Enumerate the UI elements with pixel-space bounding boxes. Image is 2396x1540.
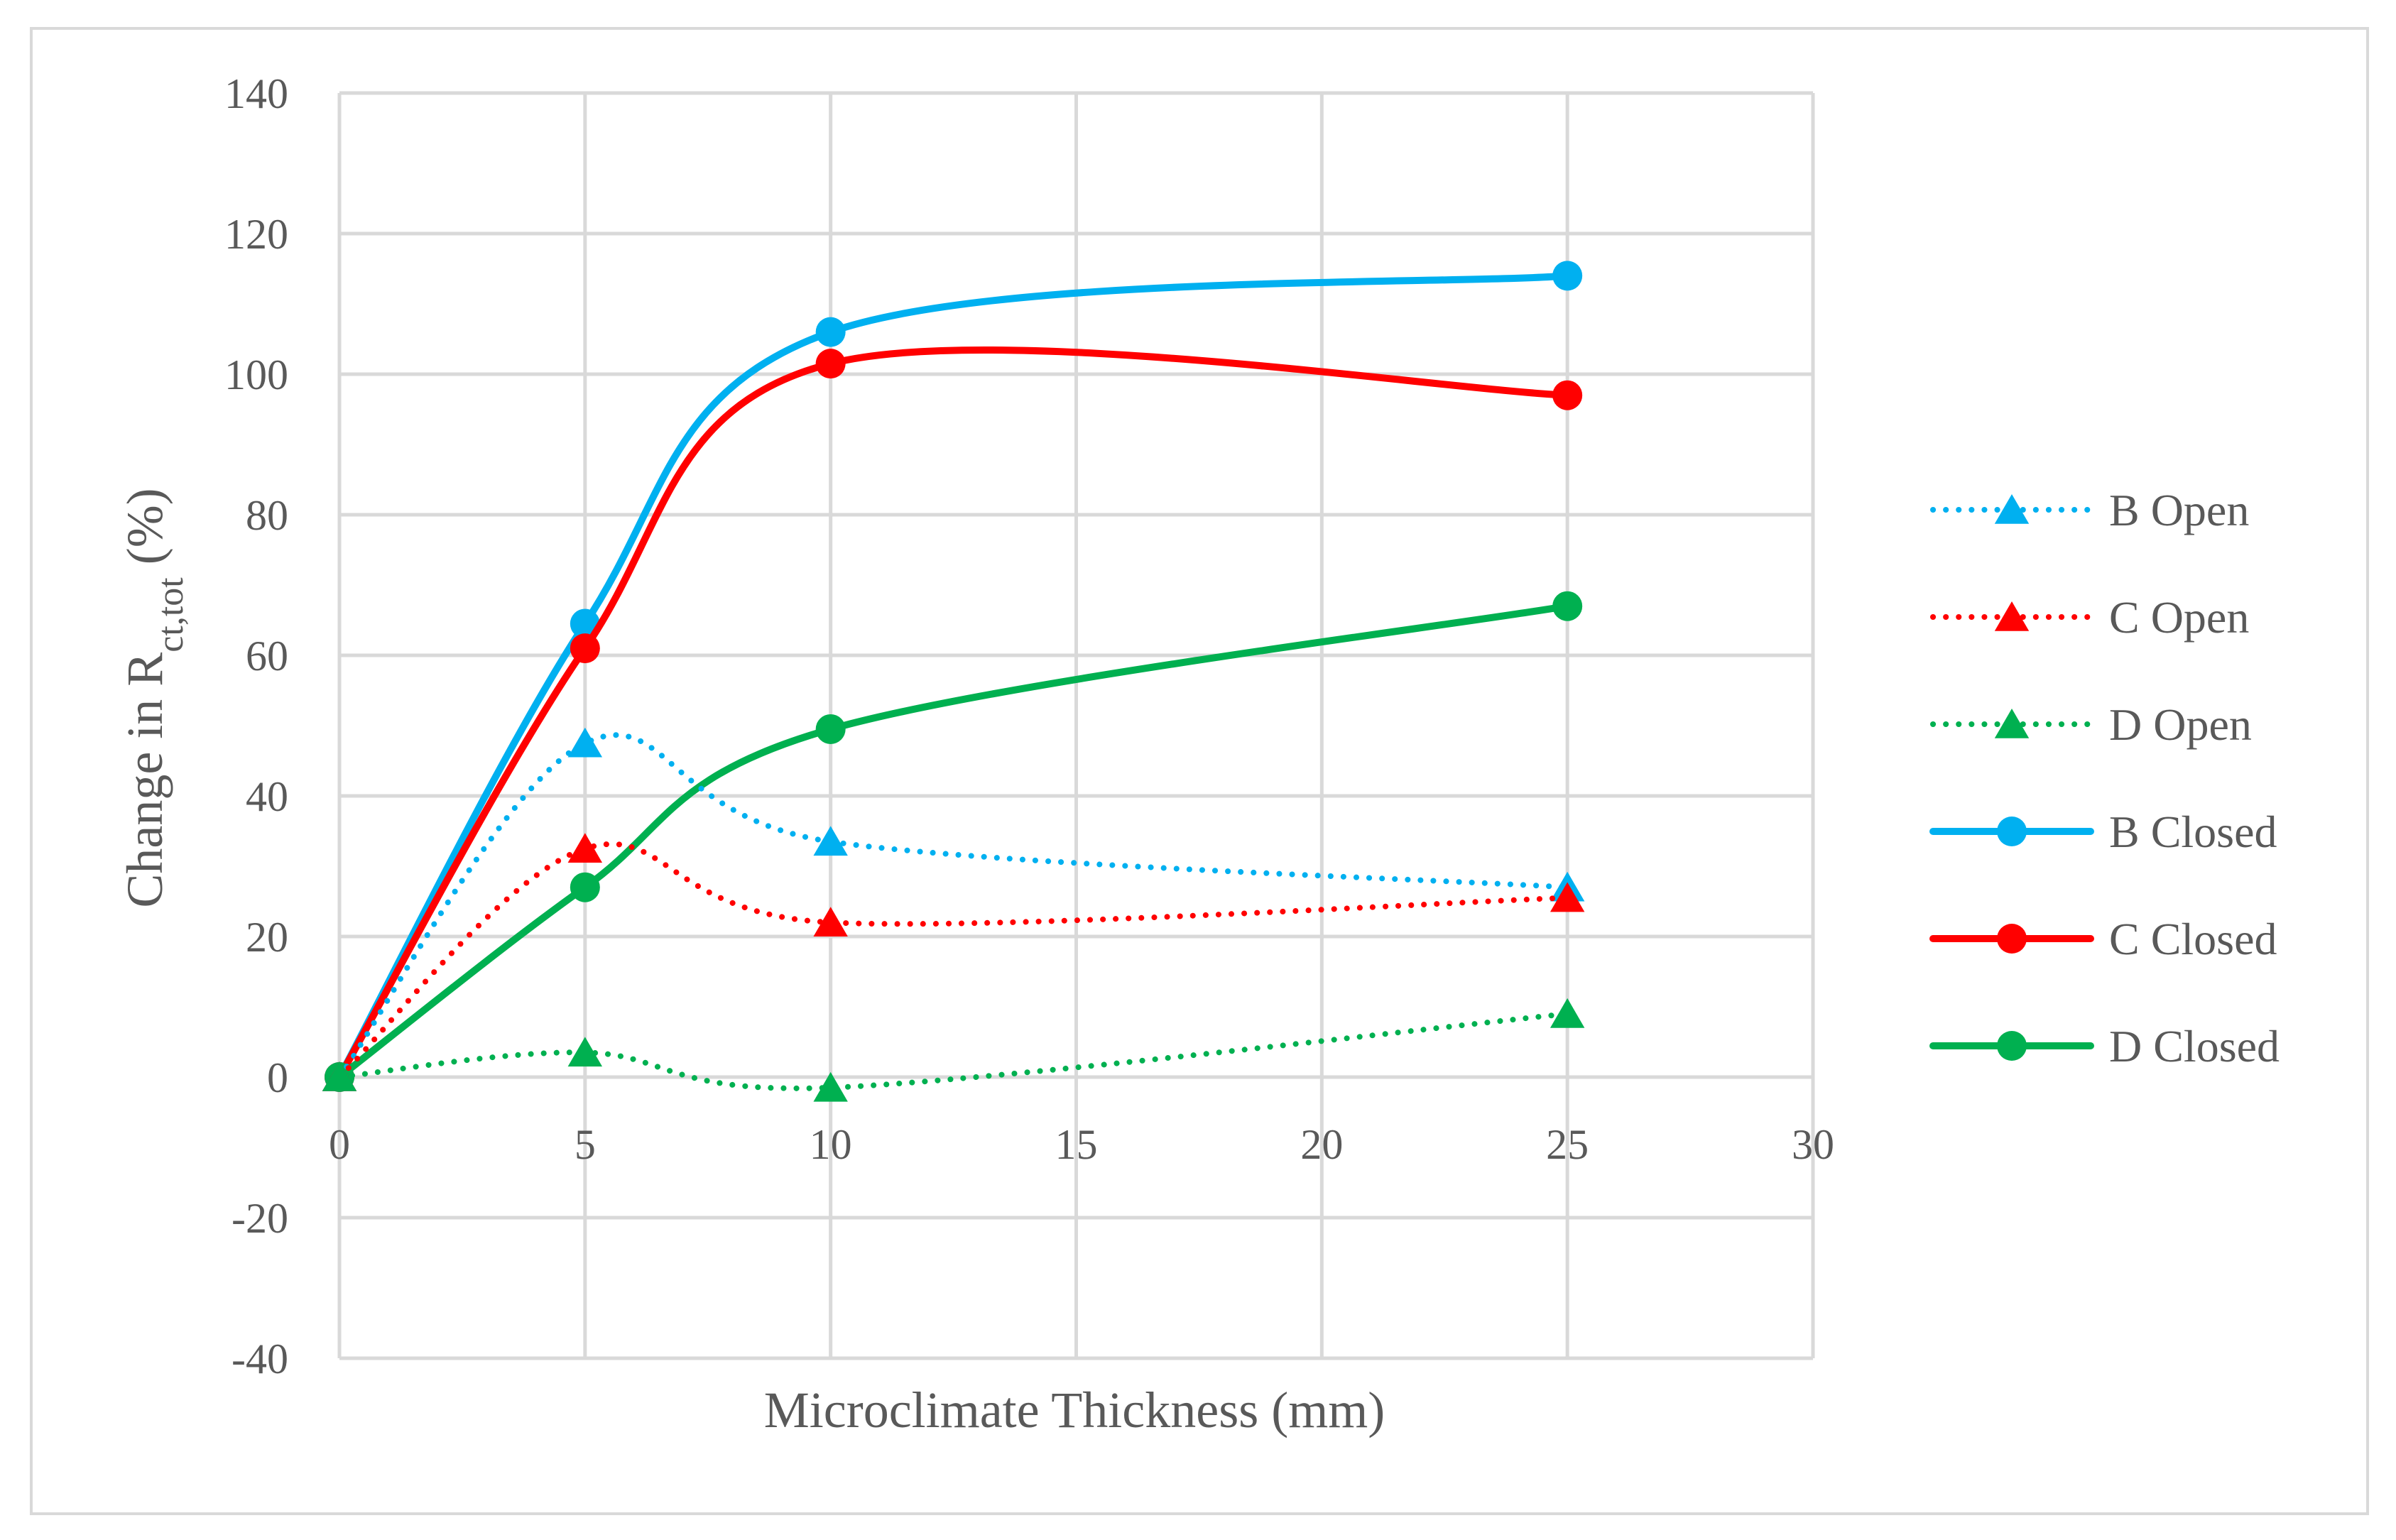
series-line-c-open xyxy=(337,841,1571,1080)
data-point-b-closed xyxy=(815,317,846,347)
legend-label-b-closed: B Closed xyxy=(2109,807,2277,857)
x-tick-label: 15 xyxy=(1055,1121,1098,1168)
y-tick-label: 80 xyxy=(246,492,288,539)
x-axis-title: Microclimate Thickness (mm) xyxy=(764,1382,1385,1438)
legend-label-d-closed: D Closed xyxy=(2109,1021,2280,1071)
legend-label-d-open: D Open xyxy=(2109,699,2252,750)
data-point-d-closed xyxy=(570,872,600,902)
legend-marker-b-open xyxy=(1994,494,2030,524)
legend-marker-c-closed xyxy=(1997,924,2027,954)
y-axis-title-prefix: Change in R xyxy=(116,652,173,908)
data-point-c-open xyxy=(567,833,603,863)
legend-item-d-open: D Open xyxy=(1930,699,2252,750)
y-tick-label: -40 xyxy=(232,1336,288,1382)
legend-item-b-closed: B Closed xyxy=(1929,807,2277,857)
y-tick-label: 0 xyxy=(267,1054,288,1101)
data-point-b-open xyxy=(567,727,603,758)
y-tick-label: 140 xyxy=(224,70,288,117)
legend-item-d-closed: D Closed xyxy=(1929,1021,2280,1071)
x-tick-label: 20 xyxy=(1300,1121,1343,1168)
legend-label-c-open: C Open xyxy=(2109,592,2249,643)
tick-labels: -40 -20 0 20 40 60 80 100 120 140 0 5 10 15 20 25 30 xyxy=(224,70,1834,1382)
data-point-d-open xyxy=(813,1071,848,1102)
data-point-d-open xyxy=(322,1061,357,1091)
x-tick-label: 10 xyxy=(810,1121,852,1168)
series-line-b-open xyxy=(337,732,1571,1080)
data-point-b-closed xyxy=(1552,261,1583,291)
series-line-c-closed xyxy=(336,346,1572,1081)
data-point-c-open xyxy=(1550,882,1585,912)
legend-marker-d-closed xyxy=(1997,1031,2027,1061)
y-tick-label: 60 xyxy=(246,633,288,679)
x-tick-label: 5 xyxy=(575,1121,596,1168)
y-axis-title: Change in Rct,tot (%) xyxy=(116,488,191,907)
legend-label-b-open: B Open xyxy=(2109,485,2249,535)
y-tick-label: 100 xyxy=(224,351,288,398)
legend-marker-b-closed xyxy=(1997,817,2027,846)
series-group xyxy=(322,261,1585,1102)
data-point-d-open xyxy=(1550,998,1585,1028)
data-point-c-closed xyxy=(1552,380,1583,410)
series-d-closed xyxy=(325,591,1583,1092)
legend-label-c-closed: C Closed xyxy=(2109,914,2277,964)
legend-item-c-open: C Open xyxy=(1930,592,2249,643)
legend-marker-d-open xyxy=(1994,709,2030,738)
legend: B Open C Open D Open B Closed C Closed D Clos… xyxy=(1929,485,2280,1071)
legend-item-b-open: B Open xyxy=(1930,485,2249,535)
series-d-open xyxy=(322,998,1585,1102)
y-tick-label: -20 xyxy=(232,1195,288,1242)
data-point-c-closed xyxy=(815,349,846,379)
chart-frame xyxy=(30,27,2369,1515)
x-tick-label: 0 xyxy=(329,1121,350,1168)
x-tick-label: 25 xyxy=(1546,1121,1589,1168)
data-point-d-open xyxy=(567,1037,603,1067)
legend-marker-c-open xyxy=(1994,601,2030,631)
y-tick-label: 20 xyxy=(246,914,288,961)
data-point-c-closed xyxy=(570,633,600,664)
y-axis-title-subscript: ct,tot xyxy=(151,577,191,652)
x-tick-label: 30 xyxy=(1792,1121,1834,1168)
y-tick-label: 120 xyxy=(224,211,288,258)
legend-item-c-closed: C Closed xyxy=(1929,914,2277,964)
data-point-d-closed xyxy=(1552,591,1583,621)
data-point-b-open xyxy=(813,826,848,856)
data-point-d-closed xyxy=(815,714,846,744)
y-axis-title-suffix: (%) xyxy=(116,488,173,577)
series-line-d-closed xyxy=(336,602,1572,1081)
y-tick-label: 40 xyxy=(246,773,288,820)
data-point-c-open xyxy=(813,907,848,936)
series-line-b-closed xyxy=(336,272,1572,1081)
